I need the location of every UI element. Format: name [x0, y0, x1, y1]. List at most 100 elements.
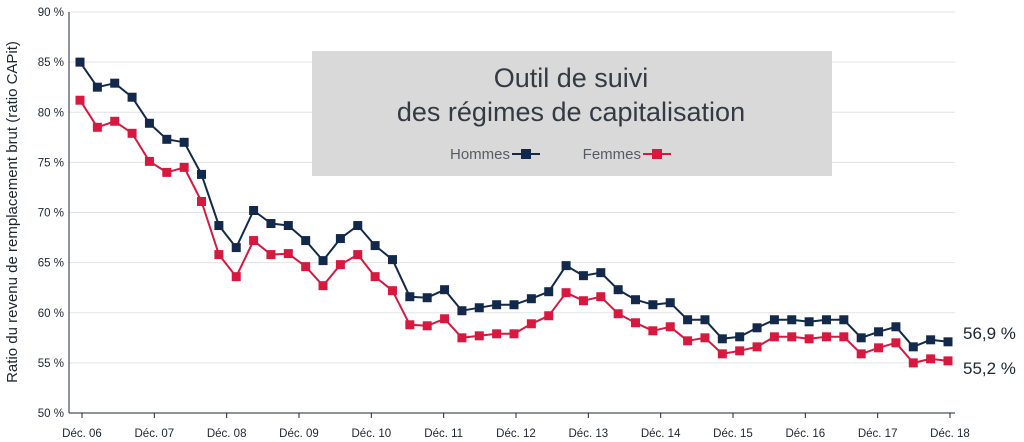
data-point-femmes	[370, 272, 380, 282]
data-point-femmes	[578, 296, 588, 306]
data-point-femmes	[561, 288, 571, 298]
data-point-hommes	[804, 317, 814, 327]
data-point-femmes	[318, 281, 328, 291]
data-point-hommes	[266, 219, 276, 229]
data-point-femmes	[266, 250, 276, 260]
data-point-femmes	[110, 116, 120, 126]
data-point-femmes	[335, 260, 345, 270]
data-point-femmes	[214, 250, 224, 260]
legend-swatch-hommes	[512, 149, 540, 159]
data-point-femmes	[144, 156, 154, 166]
data-point-hommes	[110, 78, 120, 88]
y-tick-label: 80 %	[38, 107, 64, 119]
data-point-femmes	[821, 332, 831, 342]
x-tick-label: Déc. 10	[352, 428, 392, 440]
data-point-hommes	[162, 134, 172, 144]
data-point-hommes	[370, 241, 380, 251]
data-point-hommes	[735, 332, 745, 342]
y-tick-label: 70 %	[38, 208, 64, 220]
y-axis-label: Ratio du revenu de remplacement brut (ra…	[4, 41, 21, 383]
x-tick-label: Déc. 18	[930, 428, 970, 440]
x-tick-label: Déc. 08	[207, 428, 247, 440]
data-point-hommes	[492, 300, 502, 310]
data-point-femmes	[249, 236, 259, 246]
data-point-femmes	[405, 320, 415, 330]
data-point-femmes	[75, 95, 85, 105]
data-point-hommes	[335, 234, 345, 244]
data-point-hommes	[665, 298, 675, 308]
data-point-hommes	[596, 268, 606, 278]
data-point-hommes	[752, 323, 762, 333]
data-point-hommes	[891, 322, 901, 332]
data-point-femmes	[717, 349, 727, 359]
data-point-hommes	[700, 315, 710, 325]
title-background	[312, 51, 832, 176]
data-point-hommes	[856, 333, 866, 343]
x-tick-label: Déc. 07	[135, 428, 175, 440]
data-point-hommes	[874, 327, 884, 337]
y-tick-label: 55 %	[38, 358, 64, 370]
data-point-hommes	[405, 292, 415, 302]
x-tick-label: Déc. 12	[496, 428, 536, 440]
x-tick-label: Déc. 13	[569, 428, 609, 440]
data-point-femmes	[526, 319, 536, 329]
data-point-femmes	[856, 349, 866, 359]
data-point-hommes	[613, 285, 623, 295]
data-point-femmes	[648, 326, 658, 336]
data-point-femmes	[509, 329, 519, 339]
legend: Hommes Femmes	[450, 146, 671, 163]
data-point-femmes	[665, 322, 675, 332]
data-point-hommes	[717, 334, 727, 344]
data-point-femmes	[631, 318, 641, 328]
data-point-hommes	[127, 92, 137, 102]
data-point-hommes	[144, 118, 154, 128]
data-point-femmes	[943, 356, 953, 366]
data-point-hommes	[440, 285, 450, 295]
data-point-hommes	[318, 256, 328, 266]
data-point-femmes	[544, 311, 554, 321]
data-point-hommes	[283, 221, 293, 231]
data-point-femmes	[353, 250, 363, 260]
data-point-femmes	[700, 333, 710, 343]
data-point-femmes	[283, 249, 293, 259]
legend-label-hommes: Hommes	[450, 146, 510, 163]
axes: 50 % 55 % 60 % 65 % 70 % 75 % 80 % 85 % 90 % Déc.…	[38, 7, 970, 440]
data-point-hommes	[544, 287, 554, 297]
data-point-femmes	[874, 343, 884, 353]
data-point-hommes	[214, 221, 224, 231]
x-tick-label: Déc. 14	[641, 428, 681, 440]
data-point-hommes	[578, 271, 588, 281]
data-point-hommes	[387, 255, 397, 265]
series	[75, 57, 953, 368]
data-point-femmes	[735, 346, 745, 356]
data-point-femmes	[162, 167, 172, 177]
data-point-hommes	[769, 315, 779, 325]
data-point-femmes	[440, 314, 450, 324]
data-point-femmes	[301, 262, 311, 272]
data-point-hommes	[249, 205, 259, 215]
data-point-hommes	[353, 221, 363, 231]
data-point-femmes	[752, 342, 762, 352]
x-tick-label: Déc. 11	[424, 428, 463, 440]
y-tick-label: 50 %	[38, 408, 64, 420]
data-point-femmes	[891, 338, 901, 348]
data-point-femmes	[769, 332, 779, 342]
data-point-femmes	[926, 354, 936, 364]
data-point-hommes	[457, 306, 467, 316]
data-point-hommes	[179, 137, 189, 147]
data-point-hommes	[943, 337, 953, 347]
y-tick-label: 65 %	[38, 258, 64, 270]
data-point-hommes	[561, 261, 571, 271]
data-point-hommes	[839, 315, 849, 325]
y-tick-label: 90 %	[38, 7, 64, 19]
data-point-femmes	[683, 336, 693, 346]
data-point-hommes	[474, 303, 484, 313]
data-point-hommes	[683, 315, 693, 325]
data-point-hommes	[526, 294, 536, 304]
y-tick-label: 85 %	[38, 57, 64, 69]
data-point-femmes	[613, 309, 623, 319]
data-point-hommes	[908, 342, 918, 352]
data-point-femmes	[839, 332, 849, 342]
data-point-hommes	[422, 293, 432, 303]
